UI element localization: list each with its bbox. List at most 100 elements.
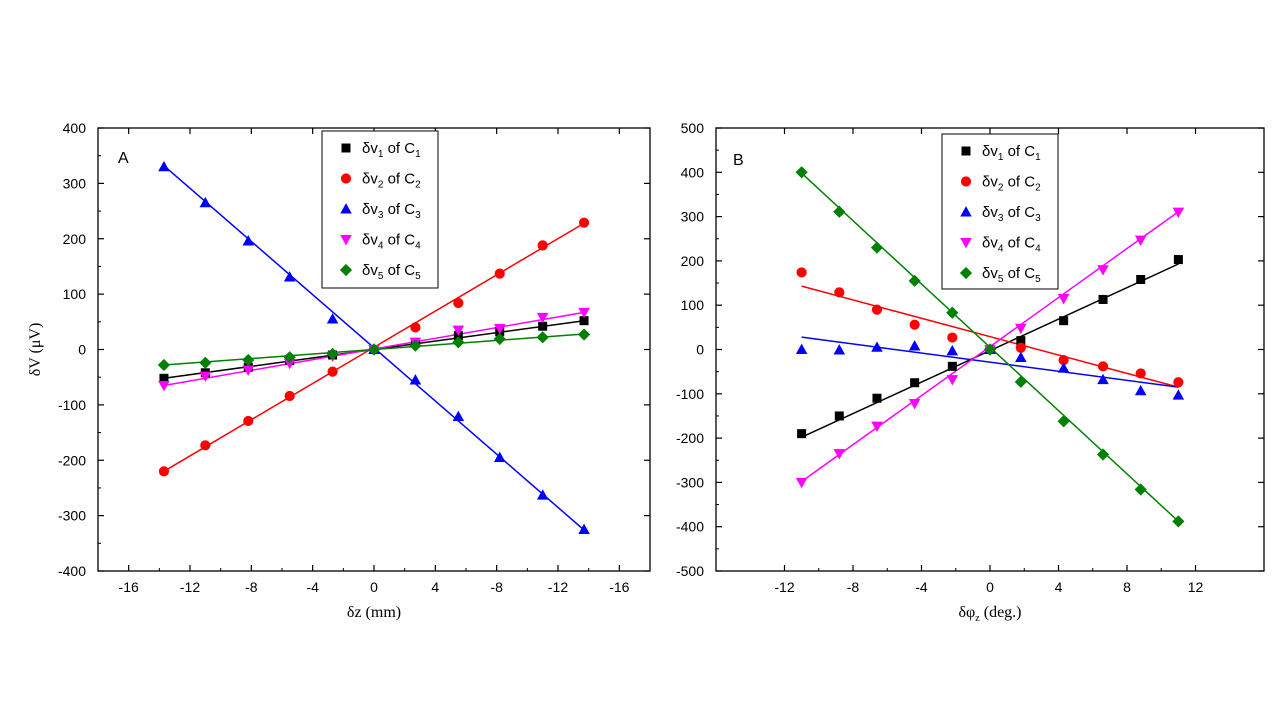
- data-point-series-5: [367, 343, 381, 356]
- data-point-series-3: [283, 271, 296, 282]
- y-tick-label: -300: [58, 508, 86, 524]
- y-tick-label: -200: [58, 452, 86, 468]
- data-point-series-5: [199, 356, 212, 369]
- data-point-series-4: [795, 477, 808, 489]
- data-point-series-2: [909, 319, 920, 330]
- data-point-series-5: [908, 274, 921, 287]
- x-tick-label: -12: [774, 579, 794, 595]
- data-point-series-4: [158, 380, 170, 392]
- legend-label-series-2: δv2 of C2: [982, 174, 1041, 194]
- legend-subscript: 4: [415, 241, 421, 252]
- x-tick-label: 0: [370, 579, 378, 595]
- data-point-series-2: [243, 415, 254, 427]
- data-point-series-5: [536, 331, 549, 344]
- legend-symbol: δv: [982, 174, 998, 191]
- data-point-series-2: [158, 466, 170, 477]
- legend-symbol: δv: [982, 143, 998, 160]
- data-point-series-3: [795, 343, 808, 355]
- data-point-series-3: [578, 523, 590, 534]
- legend-marker-series-5: [339, 263, 353, 277]
- legend-subscript: 2: [415, 180, 421, 191]
- data-point-series-2: [1135, 368, 1146, 379]
- data-point-series-5: [409, 339, 422, 352]
- data-points-b: [795, 166, 1185, 528]
- data-point-series-4: [199, 371, 212, 382]
- y-tick-label: 500: [681, 120, 705, 136]
- legend-symbol: δv: [362, 262, 378, 279]
- data-point-series-2: [327, 366, 338, 377]
- legend-marker-series-2: [960, 176, 972, 187]
- data-point-series-5: [795, 166, 808, 179]
- data-point-series-5: [946, 306, 959, 319]
- y-axis-title-a: δV (μV): [27, 323, 44, 377]
- legend-symbol: δv: [982, 265, 998, 282]
- y-tick-label: 100: [63, 286, 87, 302]
- data-point-series-3: [946, 344, 959, 356]
- x-tick-label: 4: [431, 579, 439, 595]
- y-tick-label: 0: [78, 342, 86, 358]
- x-tick-label: -12: [548, 579, 568, 595]
- data-point-series-4: [1134, 235, 1147, 246]
- data-point-series-1: [834, 411, 844, 421]
- x-axis-title-subscript-b: z: [975, 613, 980, 624]
- data-point-series-2: [1173, 377, 1184, 388]
- data-point-series-4: [908, 399, 921, 410]
- legend-subscript: 5: [998, 274, 1004, 285]
- x-axis-title-b: δφz (deg.): [959, 604, 1022, 624]
- legend-label-series-3: δv3 of C3: [362, 201, 421, 221]
- y-tick-label: -100: [676, 386, 704, 402]
- data-point-series-1: [910, 378, 920, 388]
- legend-label-series-4: δv4 of C4: [362, 232, 421, 252]
- legend-label-series-3: δv3 of C3: [982, 204, 1041, 224]
- y-tick-label: 100: [681, 297, 705, 313]
- x-tick-label: 12: [1188, 579, 1204, 595]
- data-point-series-4: [1172, 207, 1185, 219]
- x-axis-title-symbol-a: δz: [347, 604, 362, 621]
- data-point-series-4: [1057, 294, 1070, 305]
- legend-label-series-5: δv5 of C5: [362, 262, 421, 282]
- legend-subscript: 2: [1035, 183, 1041, 194]
- x-axis-title-symbol-b: δφ: [959, 604, 976, 621]
- data-point-series-3: [833, 344, 846, 355]
- legend-symbol: δv: [362, 232, 378, 249]
- legend-subscript: 1: [378, 149, 384, 160]
- data-point-series-5: [833, 205, 846, 218]
- y-tick-label: -300: [676, 474, 704, 490]
- legend-text-mid: of C: [383, 140, 415, 157]
- legend-label-series-5: δv5 of C5: [982, 265, 1041, 285]
- y-tick-label: -400: [58, 563, 86, 579]
- y-tick-label: -500: [676, 563, 704, 579]
- data-point-series-2: [796, 267, 807, 278]
- data-point-series-1: [797, 429, 807, 439]
- legend-label-series-1: δv1 of C1: [982, 143, 1041, 163]
- data-point-series-2: [284, 390, 295, 402]
- data-point-series-1: [1173, 255, 1183, 265]
- data-point-series-3: [1015, 351, 1027, 362]
- data-point-series-2: [537, 240, 548, 251]
- data-point-series-1: [1098, 294, 1108, 304]
- data-point-series-5: [157, 358, 171, 372]
- data-point-series-5: [983, 343, 997, 356]
- legend-marker-series-1: [341, 143, 351, 153]
- data-point-series-3: [409, 374, 422, 385]
- legend-marker-series-3: [340, 203, 352, 214]
- data-point-series-3: [1057, 362, 1070, 373]
- x-tick-label: -16: [609, 579, 629, 595]
- panel-label-a: A: [118, 150, 129, 167]
- data-point-series-3: [242, 235, 255, 246]
- legend-text-mid: of C: [1003, 143, 1035, 160]
- data-point-series-2: [834, 287, 845, 298]
- data-point-series-3: [158, 160, 170, 172]
- legend-symbol: δv: [362, 201, 378, 218]
- data-point-series-3: [871, 341, 883, 352]
- data-point-series-1: [872, 393, 882, 403]
- legend-subscript: 3: [378, 210, 384, 221]
- legend-symbol: δv: [362, 140, 378, 157]
- y-tick-label: 300: [63, 175, 87, 191]
- data-points-a: [157, 160, 591, 534]
- data-point-series-4: [1015, 323, 1027, 335]
- data-point-series-2: [1097, 361, 1109, 372]
- data-point-series-5: [1096, 448, 1110, 461]
- x-axis-title-unit-b: (deg.): [984, 604, 1022, 621]
